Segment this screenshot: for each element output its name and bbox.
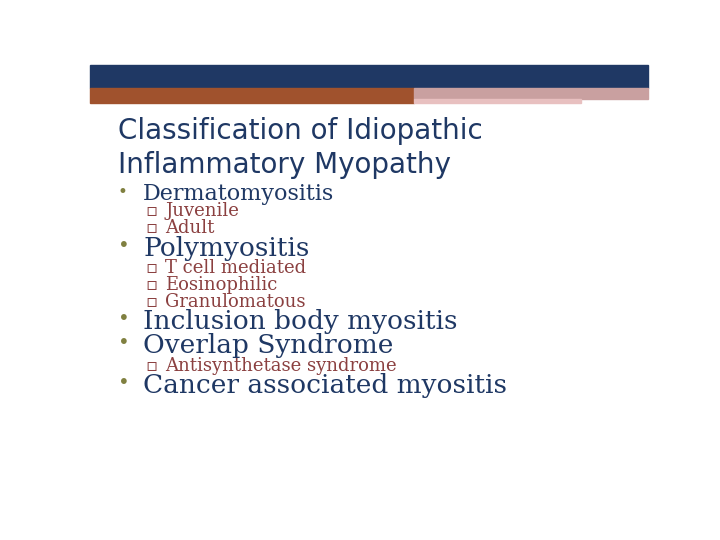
Text: Adult: Adult xyxy=(166,219,215,237)
Text: Inflammatory Myopathy: Inflammatory Myopathy xyxy=(118,151,451,179)
Bar xyxy=(413,99,581,104)
Text: Dermatomyositis: Dermatomyositis xyxy=(143,183,334,205)
Text: Granulomatous: Granulomatous xyxy=(166,293,306,310)
Text: ▫: ▫ xyxy=(145,219,158,237)
Text: Antisynthetase syndrome: Antisynthetase syndrome xyxy=(166,357,397,375)
Text: Overlap Syndrome: Overlap Syndrome xyxy=(143,333,393,358)
Text: •: • xyxy=(118,235,130,255)
Text: Classification of Idiopathic: Classification of Idiopathic xyxy=(118,117,482,145)
Text: ▫: ▫ xyxy=(145,259,158,278)
Text: •: • xyxy=(118,373,130,393)
Text: ▫: ▫ xyxy=(145,357,158,375)
Text: ▫: ▫ xyxy=(145,293,158,310)
Text: Juvenile: Juvenile xyxy=(166,202,239,220)
Text: •: • xyxy=(118,333,130,352)
Text: •: • xyxy=(118,309,130,328)
Text: Eosinophilic: Eosinophilic xyxy=(166,276,278,294)
Bar xyxy=(413,88,648,99)
Bar xyxy=(90,65,648,88)
Text: Polymyositis: Polymyositis xyxy=(143,235,310,261)
Bar xyxy=(90,88,413,104)
Text: Inclusion body myositis: Inclusion body myositis xyxy=(143,309,457,334)
Text: ▫: ▫ xyxy=(145,202,158,220)
Text: ▫: ▫ xyxy=(145,276,158,294)
Text: •: • xyxy=(118,183,127,201)
Text: Cancer associated myositis: Cancer associated myositis xyxy=(143,373,507,399)
Text: T cell mediated: T cell mediated xyxy=(166,259,307,278)
